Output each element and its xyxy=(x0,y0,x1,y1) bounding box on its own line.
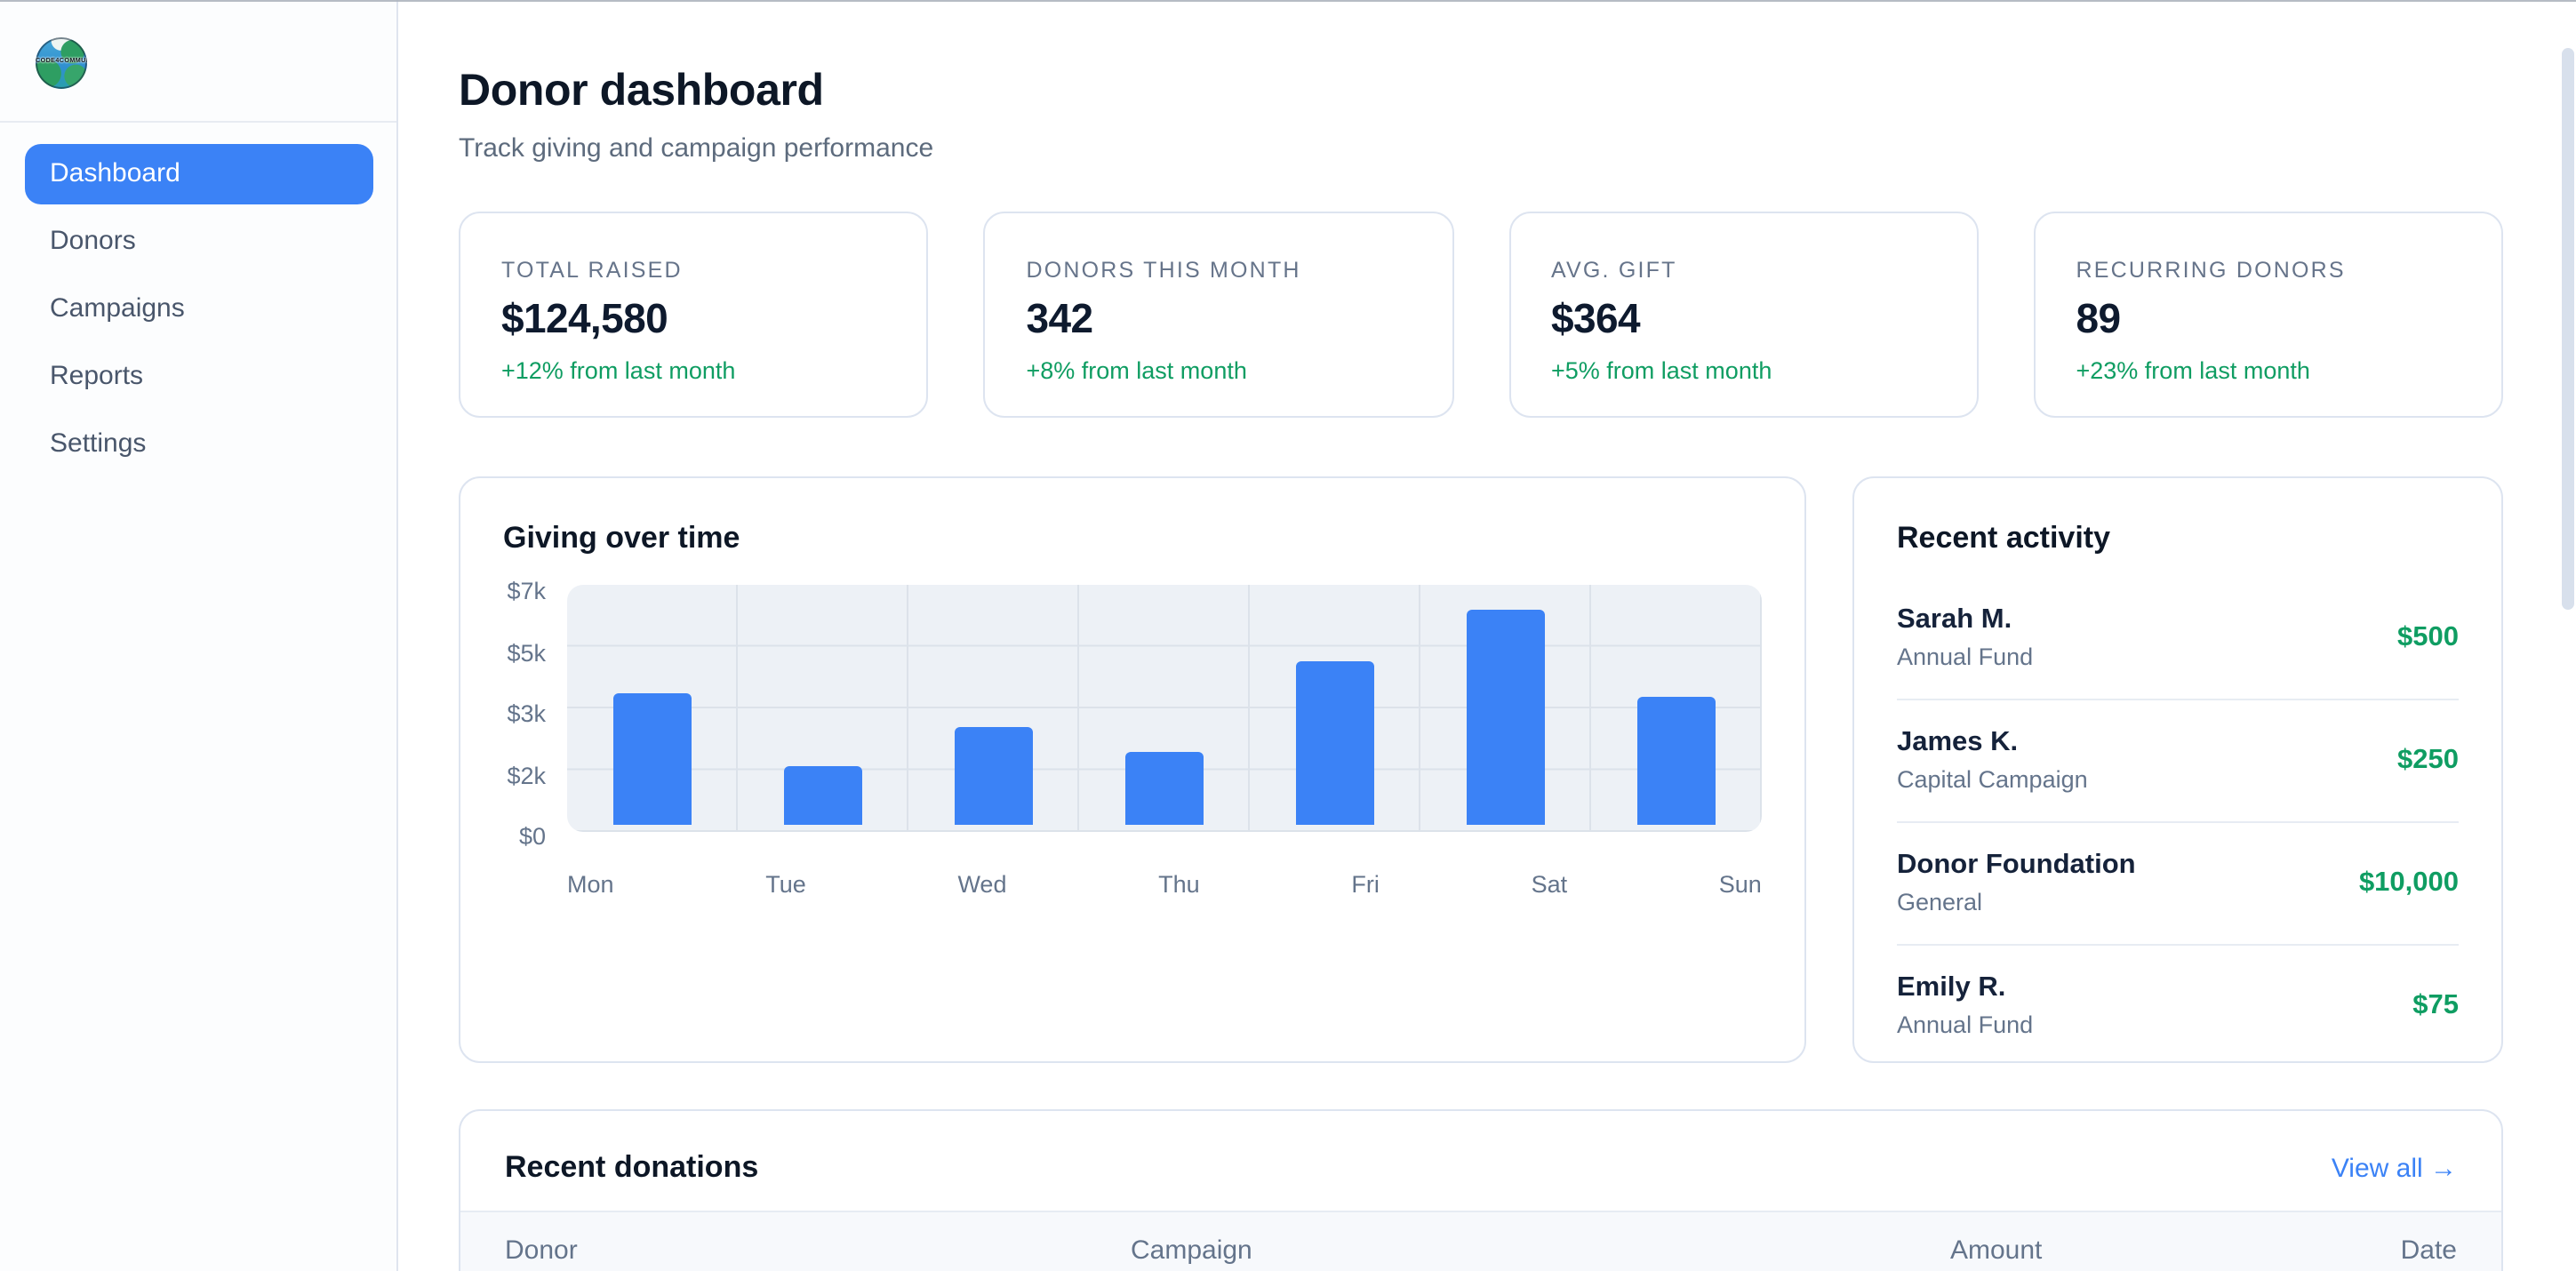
y-tick-label: $7k xyxy=(507,578,546,604)
activity-item-info: Emily R. Annual Fund xyxy=(1897,972,2033,1038)
campaign-name: Annual Fund xyxy=(1897,643,2034,670)
y-tick-label: $3k xyxy=(507,700,546,727)
donations-table-header: Donor Campaign Amount Date xyxy=(460,1212,2501,1271)
x-tick-label: Fri xyxy=(1351,871,1380,898)
chart-title: Giving over time xyxy=(503,521,740,555)
sidebar-item-donors[interactable]: Donors xyxy=(50,226,136,256)
column-header-donor: Donor xyxy=(505,1235,578,1266)
x-tick-label: Sun xyxy=(1718,871,1762,898)
donation-amount: $75 xyxy=(2412,989,2459,1019)
sidebar-item-reports[interactable]: Reports xyxy=(50,361,144,391)
stat-delta: +12% from last month xyxy=(501,357,736,384)
activity-item-info: James K. Capital Campaign xyxy=(1897,727,2088,793)
x-axis-labels: Mon Tue Wed Thu Fri Sat Sun xyxy=(567,871,1762,898)
activity-title: Recent activity xyxy=(1897,521,2110,555)
campaign-name: Capital Campaign xyxy=(1897,766,2088,793)
sidebar-item-dashboard[interactable]: Dashboard xyxy=(25,144,373,204)
stat-value: 89 xyxy=(2076,295,2122,341)
window-top-border xyxy=(0,0,2576,2)
column-header-date: Date xyxy=(2400,1235,2457,1266)
stat-value: $364 xyxy=(1551,295,1641,341)
stats-row: TOTAL RAISED $124,580 +12% from last month… xyxy=(459,212,2503,418)
bar-wed xyxy=(955,727,1033,825)
stat-delta: +23% from last month xyxy=(2076,357,2310,384)
donations-title: Recent donations xyxy=(505,1150,759,1184)
donation-amount: $250 xyxy=(2397,744,2459,774)
stat-card: DONORS THIS MONTH 342 +8% from last month xyxy=(983,212,1453,418)
view-all-link[interactable]: View all → xyxy=(2331,1153,2457,1183)
x-tick-label: Wed xyxy=(957,871,1007,898)
stat-delta: +8% from last month xyxy=(1026,357,1247,384)
vertical-scrollbar-thumb[interactable] xyxy=(2562,48,2574,610)
donor-name: Sarah M. xyxy=(1897,604,2012,635)
recent-activity-card: Recent activity Sarah M. Annual Fund $500 J… xyxy=(1852,476,2503,1063)
recent-donations-card: Recent donations View all → Donor Campaig… xyxy=(459,1109,2503,1271)
bar-tue xyxy=(784,766,862,825)
bar-mon xyxy=(612,693,692,825)
y-tick-label: $5k xyxy=(507,639,546,666)
stat-label: TOTAL RAISED xyxy=(501,258,683,283)
globe-logo-icon: CODE4COMMUNITY xyxy=(36,37,87,89)
stat-delta: +5% from last month xyxy=(1551,357,1772,384)
y-tick-label: $0 xyxy=(518,823,546,850)
bar-chart: $7k $5k $3k $2k $0 xyxy=(503,578,1762,857)
logo-text: CODE4COMMUNITY xyxy=(36,57,87,64)
campaign-name: Annual Fund xyxy=(1897,1011,2034,1038)
x-tick-label: Sat xyxy=(1531,871,1568,898)
bar-sat xyxy=(1467,610,1545,825)
sidebar-item-campaigns[interactable]: Campaigns xyxy=(50,293,185,324)
stat-value: 342 xyxy=(1026,295,1094,341)
page-title: Donor dashboard xyxy=(459,66,824,116)
chart-plot-area xyxy=(567,585,1762,832)
stat-label: AVG. GIFT xyxy=(1551,258,1677,283)
divider xyxy=(460,1211,2501,1212)
bar-sun xyxy=(1637,697,1716,825)
page-subtitle: Track giving and campaign performance xyxy=(459,133,934,164)
donor-name: James K. xyxy=(1897,727,2019,757)
activity-item-info: Sarah M. Annual Fund xyxy=(1897,604,2033,670)
stat-value: $124,580 xyxy=(501,295,668,341)
main-content: Donor dashboard Track giving and campaig… xyxy=(398,0,2576,1271)
stat-card: TOTAL RAISED $124,580 +12% from last month xyxy=(459,212,929,418)
sidebar-nav: Dashboard Donors Campaigns Reports Settings xyxy=(0,123,396,475)
y-axis-labels: $7k $5k $3k $2k $0 xyxy=(503,578,567,850)
column-header-amount: Amount xyxy=(1950,1235,2043,1266)
bar-fri xyxy=(1296,661,1374,825)
x-tick-label: Tue xyxy=(765,871,806,898)
y-tick-label: $2k xyxy=(507,762,546,788)
donation-amount: $10,000 xyxy=(2358,867,2459,897)
activity-item: Donor Foundation General $10,000 xyxy=(1897,823,2459,946)
activity-list: Sarah M. Annual Fund $500 James K. Capital C… xyxy=(1897,578,2459,1067)
activity-item: James K. Capital Campaign $250 xyxy=(1897,700,2459,823)
activity-item: Sarah M. Annual Fund $500 xyxy=(1897,578,2459,700)
column-header-campaign: Campaign xyxy=(1131,1235,1252,1266)
logo-area: CODE4COMMUNITY xyxy=(0,0,396,123)
x-tick-label: Thu xyxy=(1158,871,1200,898)
sidebar-item-settings[interactable]: Settings xyxy=(50,428,147,459)
sidebar: CODE4COMMUNITY Dashboard Donors Campaigns R… xyxy=(0,0,398,1271)
stat-label: RECURRING DONORS xyxy=(2076,258,2346,283)
activity-item: Emily R. Annual Fund $75 xyxy=(1897,946,2459,1067)
giving-chart-card: Giving over time $7k $5k $3k $2k $0 Mon Tue We… xyxy=(459,476,1806,1063)
donor-name: Emily R. xyxy=(1897,972,2006,1003)
x-tick-label: Mon xyxy=(567,871,614,898)
donation-amount: $500 xyxy=(2397,621,2459,651)
donor-name: Donor Foundation xyxy=(1897,850,2136,880)
stat-card: RECURRING DONORS 89 +23% from last month xyxy=(2033,212,2503,418)
stat-card: AVG. GIFT $364 +5% from last month xyxy=(1508,212,1979,418)
campaign-name: General xyxy=(1897,889,1983,915)
bar-thu xyxy=(1125,752,1204,825)
activity-item-info: Donor Foundation General xyxy=(1897,850,2136,915)
stat-label: DONORS THIS MONTH xyxy=(1026,258,1301,283)
